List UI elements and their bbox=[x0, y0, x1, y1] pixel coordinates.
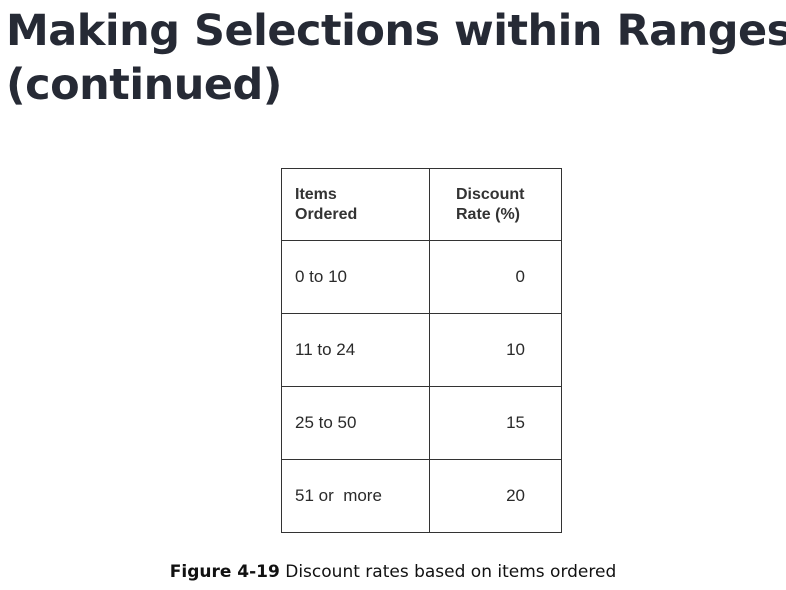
header-items-ordered: Items Ordered bbox=[281, 168, 430, 241]
header-rate-line-1: Discount bbox=[456, 185, 525, 203]
table-header-row: Items Ordered Discount Rate (%) bbox=[281, 168, 562, 241]
discount-table: Items Ordered Discount Rate (%) 0 to 10 … bbox=[281, 168, 562, 533]
cell-items-ordered: 51 or more bbox=[281, 459, 430, 533]
slide-title-line-2: (continued) bbox=[6, 60, 282, 110]
discount-table-container: Items Ordered Discount Rate (%) 0 to 10 … bbox=[281, 168, 562, 533]
figure-caption-text: Discount rates based on items ordered bbox=[279, 562, 617, 582]
cell-discount-rate: 20 bbox=[429, 459, 562, 533]
header-discount-rate: Discount Rate (%) bbox=[429, 168, 562, 241]
header-items-line-1: Items bbox=[295, 185, 337, 203]
cell-discount-rate: 10 bbox=[429, 313, 562, 387]
slide-title-line-1: Making Selections within Ranges bbox=[6, 6, 786, 56]
figure-caption: Figure 4-19 Discount rates based on item… bbox=[0, 562, 786, 582]
cell-items-ordered: 11 to 24 bbox=[281, 313, 430, 387]
cell-items-ordered: 25 to 50 bbox=[281, 386, 430, 460]
header-items-line-2: Ordered bbox=[295, 205, 358, 223]
table-row: 0 to 10 0 bbox=[281, 240, 562, 314]
header-rate-line-2: Rate (%) bbox=[456, 205, 521, 223]
figure-caption-label: Figure 4-19 bbox=[169, 562, 280, 582]
table-row: 25 to 50 15 bbox=[281, 386, 562, 460]
slide-title: Making Selections within Ranges (continu… bbox=[6, 4, 786, 112]
table-row: 11 to 24 10 bbox=[281, 313, 562, 387]
cell-items-ordered: 0 to 10 bbox=[281, 240, 430, 314]
table-row: 51 or more 20 bbox=[281, 459, 562, 533]
cell-discount-rate: 15 bbox=[429, 386, 562, 460]
cell-discount-rate: 0 bbox=[429, 240, 562, 314]
